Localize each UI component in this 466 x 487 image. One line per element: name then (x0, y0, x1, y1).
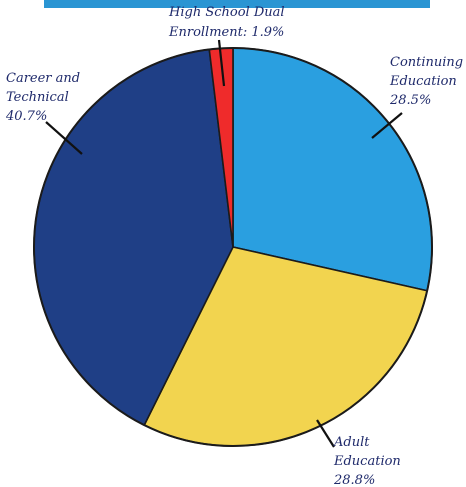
leader-line-adult-education (316, 419, 335, 448)
leader-line-continuing-education (371, 112, 403, 139)
label-adult-education-line-2: Education (333, 454, 401, 469)
label-adult-education-line-1: Adult (333, 435, 370, 450)
label-career-and-technical-line-2: Technical (6, 90, 69, 105)
leader-line-career-and-technical (45, 121, 83, 155)
label-dual-enrollment-line-1: High School Dual (168, 5, 285, 20)
header-bar (0, 0, 466, 12)
header-bar-fill (44, 0, 430, 8)
pie-outline (33, 47, 433, 447)
label-dual-enrollment-line-2: Enrollment: 1.9% (168, 25, 284, 40)
label-continuing-education-line-3: 28.5% (389, 93, 431, 108)
label-adult-education-line-3: 28.8% (333, 473, 375, 487)
leader-line-dual-enrollment (217, 39, 226, 87)
label-career-and-technical-line-3: 40.7% (5, 109, 47, 124)
label-continuing-education-line-2: Education (389, 74, 457, 89)
label-career-and-technical-line-1: Career and (6, 71, 80, 86)
label-continuing-education-line-1: Continuing (390, 55, 463, 70)
